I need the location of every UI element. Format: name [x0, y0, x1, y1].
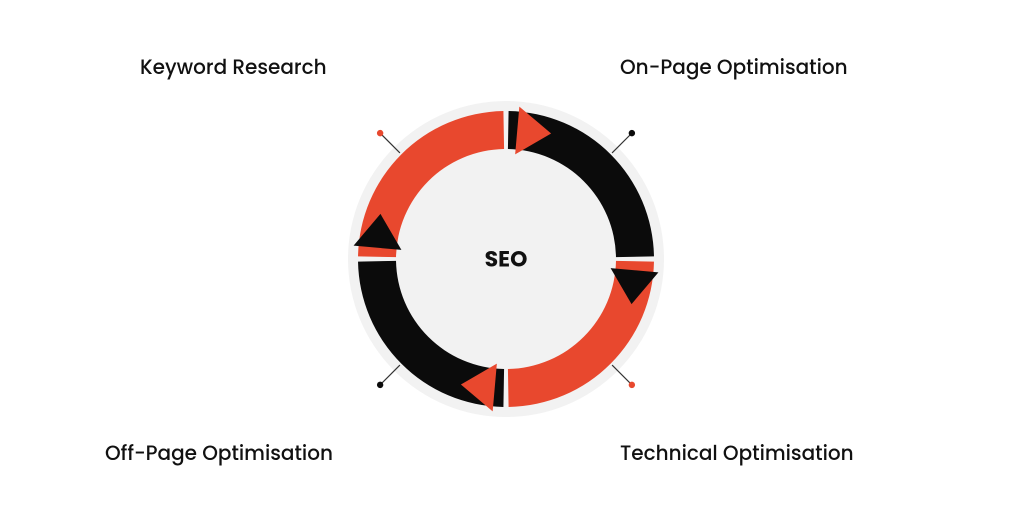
center-label: SEO: [485, 243, 528, 276]
label-off-page-optimisation: Off-Page Optimisation: [105, 438, 333, 468]
label-on-page-optimisation: On-Page Optimisation: [620, 52, 848, 82]
seo-cycle-diagram: SEO Keyword Research On-Page Optimisation…: [0, 0, 1012, 518]
callout-dot-keyword-research: [377, 130, 383, 136]
callout-line-on-page-optimisation: [612, 133, 632, 153]
callout-line-keyword-research: [380, 133, 400, 153]
callout-dot-on-page-optimisation: [629, 130, 635, 136]
label-technical-optimisation: Technical Optimisation: [620, 438, 854, 468]
callout-line-off-page-optimisation: [380, 365, 400, 385]
callout-dot-technical-optimisation: [629, 382, 635, 388]
callout-dot-off-page-optimisation: [377, 382, 383, 388]
callout-line-technical-optimisation: [612, 365, 632, 385]
label-keyword-research: Keyword Research: [140, 52, 327, 82]
